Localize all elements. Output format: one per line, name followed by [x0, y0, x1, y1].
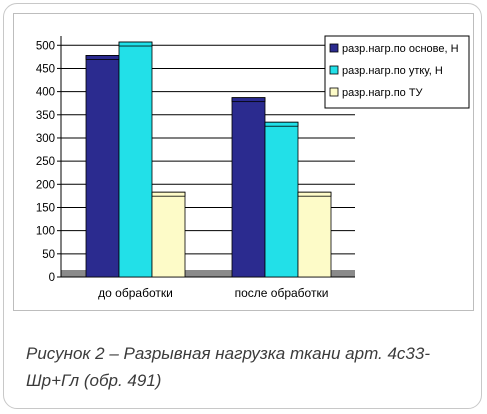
y-tick-label-150: 150: [36, 202, 55, 214]
x-category-label-1: до обработки: [98, 286, 173, 300]
y-tick-label-350: 350: [36, 110, 55, 122]
bar-top-3-2: [297, 191, 332, 197]
bar-1-1: [85, 55, 120, 278]
legend-entry-2: разр.нагр.по утку, Н: [342, 65, 443, 77]
bar-top-1-2: [231, 97, 266, 103]
legend-swatch-1: [329, 43, 339, 53]
y-tick-label-100: 100: [36, 226, 55, 238]
y-tick-label-500: 500: [36, 40, 55, 52]
legend-entry-3: разр.нагр.по ТУ: [342, 87, 424, 99]
y-tick-label-400: 400: [36, 87, 55, 99]
legend-swatch-3: [329, 87, 339, 97]
bar-top-1-1: [85, 55, 120, 60]
bar-top-2-2: [264, 121, 299, 127]
y-tick-label-250: 250: [36, 156, 55, 168]
y-tick-label-450: 450: [36, 63, 55, 75]
legend-swatch-2: [329, 65, 339, 75]
y-tick-label-50: 50: [42, 249, 55, 261]
legend-box: [324, 35, 470, 109]
chart-area: 0 50 100 150 200 250 300 350 400 450 500 до обработ…: [13, 13, 474, 311]
bar-chart: 0 50 100 150 200 250 300 350 400 450 500 до обработ…: [36, 35, 470, 300]
legend-entry-1: разр.нагр.по основе, Н: [342, 43, 459, 55]
y-tick-label-0: 0: [49, 272, 55, 284]
y-tick-label-300: 300: [36, 133, 55, 145]
bar-top-2-1: [118, 41, 153, 47]
bar-2-1: [118, 41, 153, 278]
plot-floor: [61, 270, 355, 277]
y-tick-label-200: 200: [36, 179, 55, 191]
x-category-label-2: после обработки: [235, 286, 329, 300]
bar-3-2: [297, 191, 332, 278]
bar-2-2: [264, 121, 299, 278]
bar-top-3-1: [151, 191, 186, 197]
bar-3-1: [151, 191, 186, 278]
figure-caption: Рисунок 2 – Разрывная нагрузка ткани арт…: [26, 344, 431, 390]
bar-1-2: [231, 97, 266, 278]
